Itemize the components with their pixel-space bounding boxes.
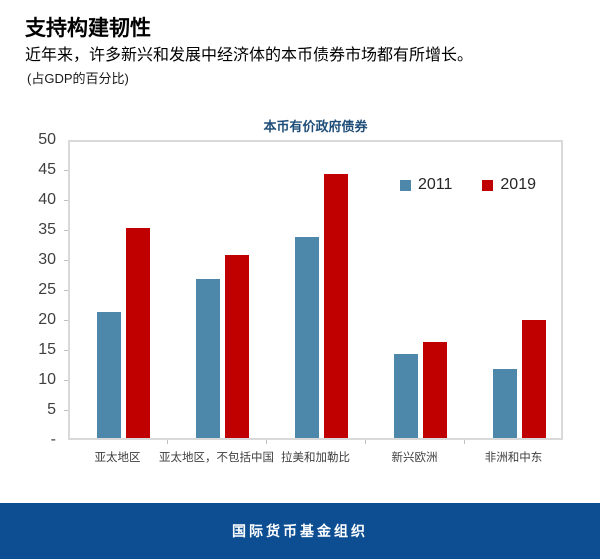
bar-2019-2 bbox=[323, 174, 348, 438]
x-axis-label-4: 非洲和中东 bbox=[484, 452, 543, 464]
legend-item-2019: 2019 bbox=[482, 176, 536, 194]
unit-note: (占GDP的百分比) bbox=[27, 71, 129, 86]
y-axis-label-15: 15 bbox=[38, 341, 56, 358]
y-axis-label-50: 50 bbox=[38, 131, 56, 148]
y-axis-label-10: 10 bbox=[38, 371, 56, 388]
footer-bar: 国际货币基金组织 bbox=[0, 503, 600, 559]
page-title: 支持构建韧性 bbox=[25, 17, 151, 40]
legend-swatch-2019 bbox=[482, 179, 494, 191]
y-tick-45 bbox=[64, 170, 68, 171]
bar-2019-0 bbox=[125, 228, 150, 438]
x-axis-tick-2 bbox=[266, 440, 267, 444]
bar-2019-3 bbox=[422, 342, 447, 438]
y-axis-label-5: 5 bbox=[47, 401, 56, 418]
y-tick-10 bbox=[64, 380, 68, 381]
x-axis-tick-3 bbox=[365, 440, 366, 444]
x-axis-label-1: 亚太地区，不包括中国 bbox=[159, 452, 274, 464]
bar-2019-4 bbox=[521, 319, 546, 438]
x-axis-tick-1 bbox=[167, 440, 168, 444]
y-tick-20 bbox=[64, 320, 68, 321]
bar-2011-2 bbox=[294, 237, 319, 438]
y-axis-label-25: 25 bbox=[38, 281, 56, 298]
bar-2019-1 bbox=[224, 255, 249, 438]
bar-2011-1 bbox=[195, 279, 220, 438]
y-tick-30 bbox=[64, 260, 68, 261]
bar-2011-3 bbox=[393, 354, 418, 438]
legend: 2011 2019 bbox=[400, 176, 536, 194]
x-axis-label-2: 拉美和加勒比 bbox=[281, 452, 350, 464]
y-tick-35 bbox=[64, 230, 68, 231]
y-axis-label-30: 30 bbox=[38, 251, 56, 268]
plot-area bbox=[68, 140, 563, 440]
chart-title: 本币有价政府债券 bbox=[263, 120, 368, 135]
y-tick-5 bbox=[64, 410, 68, 411]
legend-item-2011: 2011 bbox=[400, 176, 452, 194]
bar-2011-0 bbox=[96, 312, 121, 438]
page-subtitle: 近年来，许多新兴和发展中经济体的本币债券市场都有所增长。 bbox=[25, 47, 474, 64]
y-axis-label-40: 40 bbox=[38, 191, 56, 208]
bar-2011-4 bbox=[492, 369, 517, 438]
y-tick-25 bbox=[64, 290, 68, 291]
y-axis-label-20: 20 bbox=[38, 311, 56, 328]
footer-label: 国际货币基金组织 bbox=[232, 523, 368, 539]
legend-swatch-2011 bbox=[400, 179, 411, 191]
x-axis-label-0: 亚太地区 bbox=[94, 452, 141, 464]
y-axis-label-0: - bbox=[50, 431, 56, 448]
legend-label-2011: 2011 bbox=[418, 176, 453, 193]
y-axis-label-45: 45 bbox=[38, 161, 56, 178]
legend-label-2019: 2019 bbox=[500, 176, 536, 193]
y-tick-15 bbox=[64, 350, 68, 351]
header: 支持构建韧性 近年来，许多新兴和发展中经济体的本币债券市场都有所增长。 (占GD… bbox=[25, 16, 585, 87]
y-tick-40 bbox=[64, 200, 68, 201]
x-axis-tick-4 bbox=[464, 440, 465, 444]
x-axis-label-3: 新兴欧洲 bbox=[391, 452, 438, 464]
y-axis-label-35: 35 bbox=[38, 221, 56, 238]
